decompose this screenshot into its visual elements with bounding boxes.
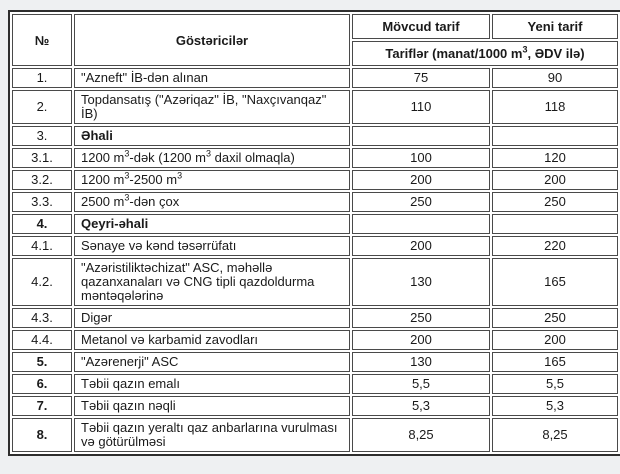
new-tariff-cell: 165 [492, 352, 618, 372]
current-tariff-cell: 110 [352, 90, 490, 124]
row-label-cell: Təbii qazın nəqli [74, 396, 350, 416]
row-no-cell: 4.2. [12, 258, 72, 306]
superscript: 3 [205, 148, 211, 159]
units-superscript: 3 [522, 44, 528, 55]
row-no-cell: 8. [12, 418, 72, 452]
new-tariff-cell: 120 [492, 148, 618, 168]
current-tariff-cell [352, 126, 490, 146]
row-label-cell: Qeyri-əhali [74, 214, 350, 234]
superscript: 3 [124, 170, 130, 181]
header-row-units: Tariflər (manat/1000 m3, ƏDV ilə) [12, 41, 618, 66]
row-label-cell: 1200 m3-2500 m3 [74, 170, 350, 190]
new-tariff-cell [492, 126, 618, 146]
table-row: 3.2. 1200 m3-2500 m3 200 200 [12, 170, 618, 190]
current-tariff-cell: 5,3 [352, 396, 490, 416]
units-text: Tariflər (manat/1000 m [385, 46, 523, 61]
superscript: 3 [177, 170, 183, 181]
table-row: 7. Təbii qazın nəqli 5,3 5,3 [12, 396, 618, 416]
row-label-cell: 2500 m3-dən çox [74, 192, 350, 212]
new-tariff-cell [492, 214, 618, 234]
table-row: 3.3. 2500 m3-dən çox 250 250 [12, 192, 618, 212]
table-row: 5. "Azərenerji" ASC 130 165 [12, 352, 618, 372]
units-text-tail: , ƏDV ilə) [527, 46, 585, 61]
current-tariff-cell: 200 [352, 236, 490, 256]
current-tariff-cell: 250 [352, 192, 490, 212]
row-label-cell: "Azneft" İB-dən alınan [74, 68, 350, 88]
current-tariff-cell: 100 [352, 148, 490, 168]
current-tariff-cell: 8,25 [352, 418, 490, 452]
new-tariff-cell: 250 [492, 192, 618, 212]
table-row: 6. Təbii qazın emalı 5,5 5,5 [12, 374, 618, 394]
table-row: 4.3. Digər 250 250 [12, 308, 618, 328]
row-no-cell: 3.2. [12, 170, 72, 190]
row-label-cell: "Azəristiliktəchizat" ASC, məhəllə qazan… [74, 258, 350, 306]
new-tariff-cell: 200 [492, 330, 618, 350]
new-tariff-cell: 5,5 [492, 374, 618, 394]
row-label-cell: Təbii qazın yeraltı qaz anbarlarına vuru… [74, 418, 350, 452]
superscript: 3 [124, 148, 130, 159]
row-no-cell: 4.1. [12, 236, 72, 256]
current-tariff-cell: 130 [352, 352, 490, 372]
new-tariff-cell: 90 [492, 68, 618, 88]
current-tariff-cell: 75 [352, 68, 490, 88]
current-tariff-cell [352, 214, 490, 234]
row-no-cell: 3.1. [12, 148, 72, 168]
row-label-cell: Əhali [74, 126, 350, 146]
header-col-no: № [12, 14, 72, 66]
new-tariff-cell: 5,3 [492, 396, 618, 416]
new-tariff-cell: 118 [492, 90, 618, 124]
table-row: 4.1. Sənaye və kənd təsərrüfatı 200 220 [12, 236, 618, 256]
header-row-top: № Göstəricilər Mövcud tarif Yeni tarif [12, 14, 618, 66]
row-label-cell: Təbii qazın emalı [74, 374, 350, 394]
table-row: 1. "Azneft" İB-dən alınan 75 90 [12, 68, 618, 88]
current-tariff-cell: 200 [352, 330, 490, 350]
row-no-cell: 1. [12, 68, 72, 88]
header-col-indicators: Göstəricilər [74, 14, 350, 66]
row-no-cell: 4.3. [12, 308, 72, 328]
new-tariff-cell: 165 [492, 258, 618, 306]
current-tariff-cell: 250 [352, 308, 490, 328]
row-no-cell: 7. [12, 396, 72, 416]
current-tariff-cell: 5,5 [352, 374, 490, 394]
row-no-cell: 4. [12, 214, 72, 234]
current-tariff-cell: 130 [352, 258, 490, 306]
table-row: 4.4. Metanol və karbamid zavodları 200 2… [12, 330, 618, 350]
row-no-cell: 6. [12, 374, 72, 394]
current-tariff-cell: 200 [352, 170, 490, 190]
table-row: 2. Topdansatış ("Azəriqaz" İB, "Naxçıvan… [12, 90, 618, 124]
row-no-cell: 3. [12, 126, 72, 146]
new-tariff-cell: 250 [492, 308, 618, 328]
table-row: 4.2. "Azəristiliktəchizat" ASC, məhəllə … [12, 258, 618, 306]
row-label-cell: Sənaye və kənd təsərrüfatı [74, 236, 350, 256]
row-label-cell: Metanol və karbamid zavodları [74, 330, 350, 350]
superscript: 3 [124, 192, 130, 203]
table-row: 3.1. 1200 m3-dək (1200 m3 daxil olmaqla)… [12, 148, 618, 168]
table-row: 8. Təbii qazın yeraltı qaz anbarlarına v… [12, 418, 618, 452]
header-units-cell: Tariflər (manat/1000 m3, ƏDV ilə) [352, 41, 618, 66]
new-tariff-cell: 220 [492, 236, 618, 256]
row-label-cell: Digər [74, 308, 350, 328]
tariff-table: № Göstəricilər Mövcud tarif Yeni tarif T… [8, 10, 620, 456]
row-label-cell: "Azərenerji" ASC [74, 352, 350, 372]
new-tariff-cell: 200 [492, 170, 618, 190]
header-col-current-tariff: Mövcud tarif [352, 14, 490, 39]
new-tariff-cell: 8,25 [492, 418, 618, 452]
row-label-cell: 1200 m3-dək (1200 m3 daxil olmaqla) [74, 148, 350, 168]
row-no-cell: 2. [12, 90, 72, 124]
row-no-cell: 4.4. [12, 330, 72, 350]
header-col-new-tariff: Yeni tarif [492, 14, 618, 39]
row-no-cell: 3.3. [12, 192, 72, 212]
table-row-section: 3. Əhali [12, 126, 618, 146]
row-label-cell: Topdansatış ("Azəriqaz" İB, "Naxçıvanqaz… [74, 90, 350, 124]
table-row-section: 4. Qeyri-əhali [12, 214, 618, 234]
row-no-cell: 5. [12, 352, 72, 372]
